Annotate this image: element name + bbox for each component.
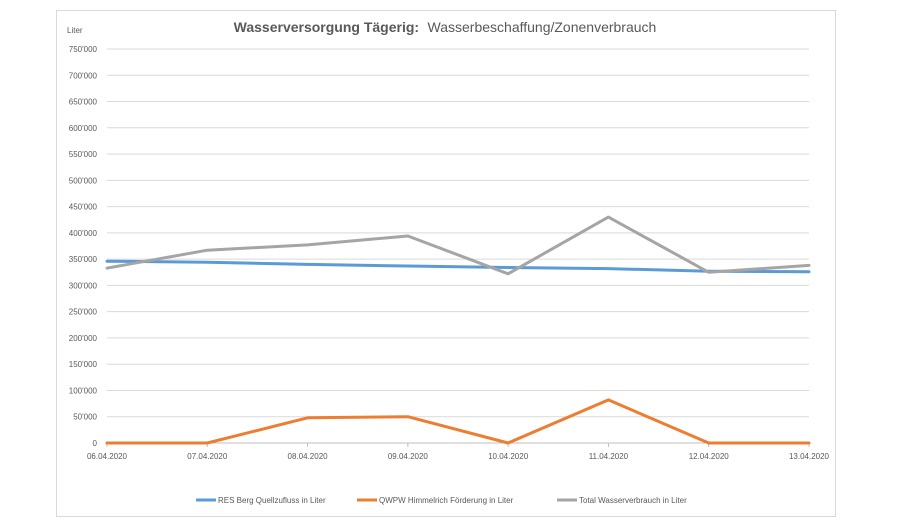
series-line-3 — [105, 215, 811, 276]
series-line-2 — [105, 398, 811, 445]
y-unit-label: Liter — [67, 26, 83, 35]
x-tick-label: 11.04.2020 — [589, 452, 629, 461]
y-tick-label: 700'000 — [69, 71, 98, 80]
y-axis-ticks: 0 50'000 100'000 150'000 200'000 250'000 300'0… — [69, 45, 98, 448]
legend: RES Berg Quellzufluss in Liter QWPW Himme… — [196, 496, 687, 505]
legend-label: QWPW Himmelrich Förderung in Liter — [379, 496, 514, 505]
legend-label: Total Wasserverbrauch in Liter — [579, 496, 687, 505]
chart-title-bold: Wasserversorgung Tägerig: — [234, 19, 419, 35]
x-tick-label: 08.04.2020 — [288, 452, 329, 461]
chart-frame — [56, 10, 836, 517]
y-tick-label: 400'000 — [69, 229, 98, 238]
legend-label: RES Berg Quellzufluss in Liter — [218, 496, 326, 505]
y-tick-label: 50'000 — [73, 413, 97, 422]
y-tick-label: 200'000 — [69, 334, 98, 343]
y-tick-label: 150'000 — [69, 360, 98, 369]
y-tick-label: 450'000 — [69, 203, 98, 212]
x-tick-label: 07.04.2020 — [187, 452, 228, 461]
x-tick-label: 13.04.2020 — [789, 452, 830, 461]
y-tick-label: 100'000 — [69, 386, 98, 395]
chart-title: Wasserversorgung Tägerig: Wasserbeschaff… — [234, 19, 657, 36]
series-line-1 — [105, 259, 811, 274]
y-tick-label: 550'000 — [69, 150, 98, 159]
y-tick-label: 650'000 — [69, 98, 98, 107]
y-tick-label: 350'000 — [69, 255, 98, 264]
x-tick-label: 09.04.2020 — [388, 452, 429, 461]
y-tick-label: 0 — [93, 439, 98, 448]
chart-title-rest: Wasserbeschaffung/Zonenverbrauch — [428, 19, 657, 35]
x-tick-label: 12.04.2020 — [689, 452, 730, 461]
y-tick-label: 600'000 — [69, 124, 98, 133]
y-tick-label: 500'000 — [69, 176, 98, 185]
series-lines — [105, 215, 811, 445]
grid-lines — [107, 48, 809, 444]
y-tick-label: 750'000 — [69, 45, 98, 54]
y-tick-label: 250'000 — [69, 308, 98, 317]
x-axis-ticks: 06.04.2020 07.04.2020 08.04.2020 09.04.2020… — [87, 443, 830, 461]
x-tick-label: 06.04.2020 — [87, 452, 128, 461]
x-tick-label: 10.04.2020 — [488, 452, 529, 461]
y-tick-label: 300'000 — [69, 281, 98, 290]
